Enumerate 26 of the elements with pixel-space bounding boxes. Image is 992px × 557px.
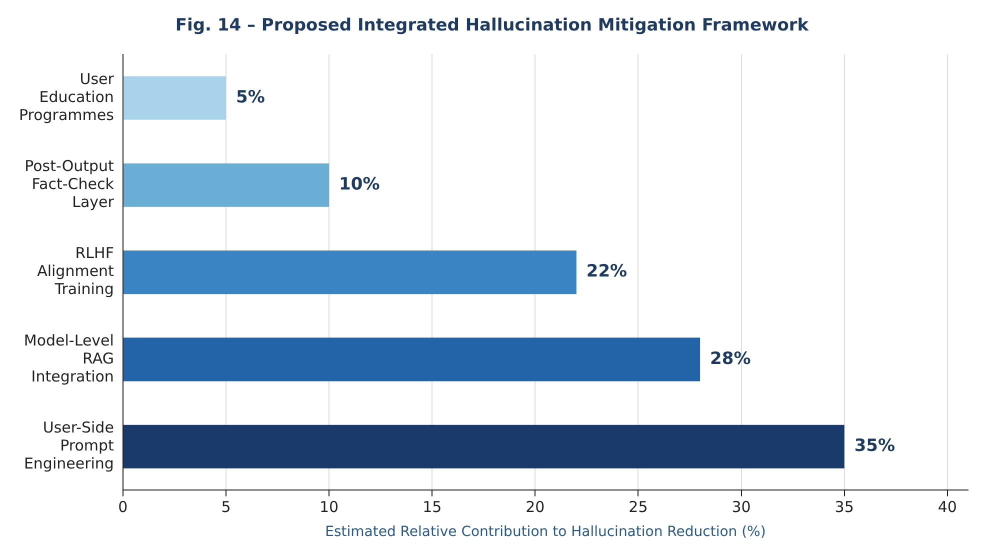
x-tick-label: 35: [834, 498, 854, 516]
bar: [123, 76, 226, 120]
data-label: 10%: [339, 174, 380, 195]
x-tick-label: 0: [118, 498, 128, 516]
x-tick-label: 15: [422, 498, 442, 516]
x-tick-label: 10: [320, 498, 339, 516]
y-tick-label: Post-Output Fact-Check Layer: [24, 157, 115, 212]
data-label: 5%: [236, 87, 265, 108]
data-label: 28%: [710, 348, 751, 369]
x-tick-label: 25: [628, 498, 648, 516]
x-tick-label: 20: [526, 498, 545, 516]
x-axis-title: Estimated Relative Contribution to Hallucination Reduction (%): [325, 524, 766, 540]
data-label: 22%: [586, 262, 628, 282]
bar: [123, 424, 844, 468]
y-tick-label: User-Side Prompt Engineering: [24, 418, 114, 473]
y-tick-label: Model-Level RAG Integration: [24, 331, 114, 386]
x-tick-label: 30: [732, 498, 751, 516]
bar: [123, 163, 330, 207]
bar: [123, 250, 576, 294]
data-label: 35%: [854, 436, 896, 456]
chart-title: Fig. 14 – Proposed Integrated Hallucination Mitigation Framework: [175, 16, 810, 36]
y-tick-label: RLHF Alignment Training: [37, 244, 114, 298]
x-tick-label: 5: [221, 498, 231, 516]
bar: [123, 338, 700, 382]
x-tick-label: 40: [938, 498, 957, 516]
y-tick-label: User Education Programmes: [18, 70, 115, 124]
